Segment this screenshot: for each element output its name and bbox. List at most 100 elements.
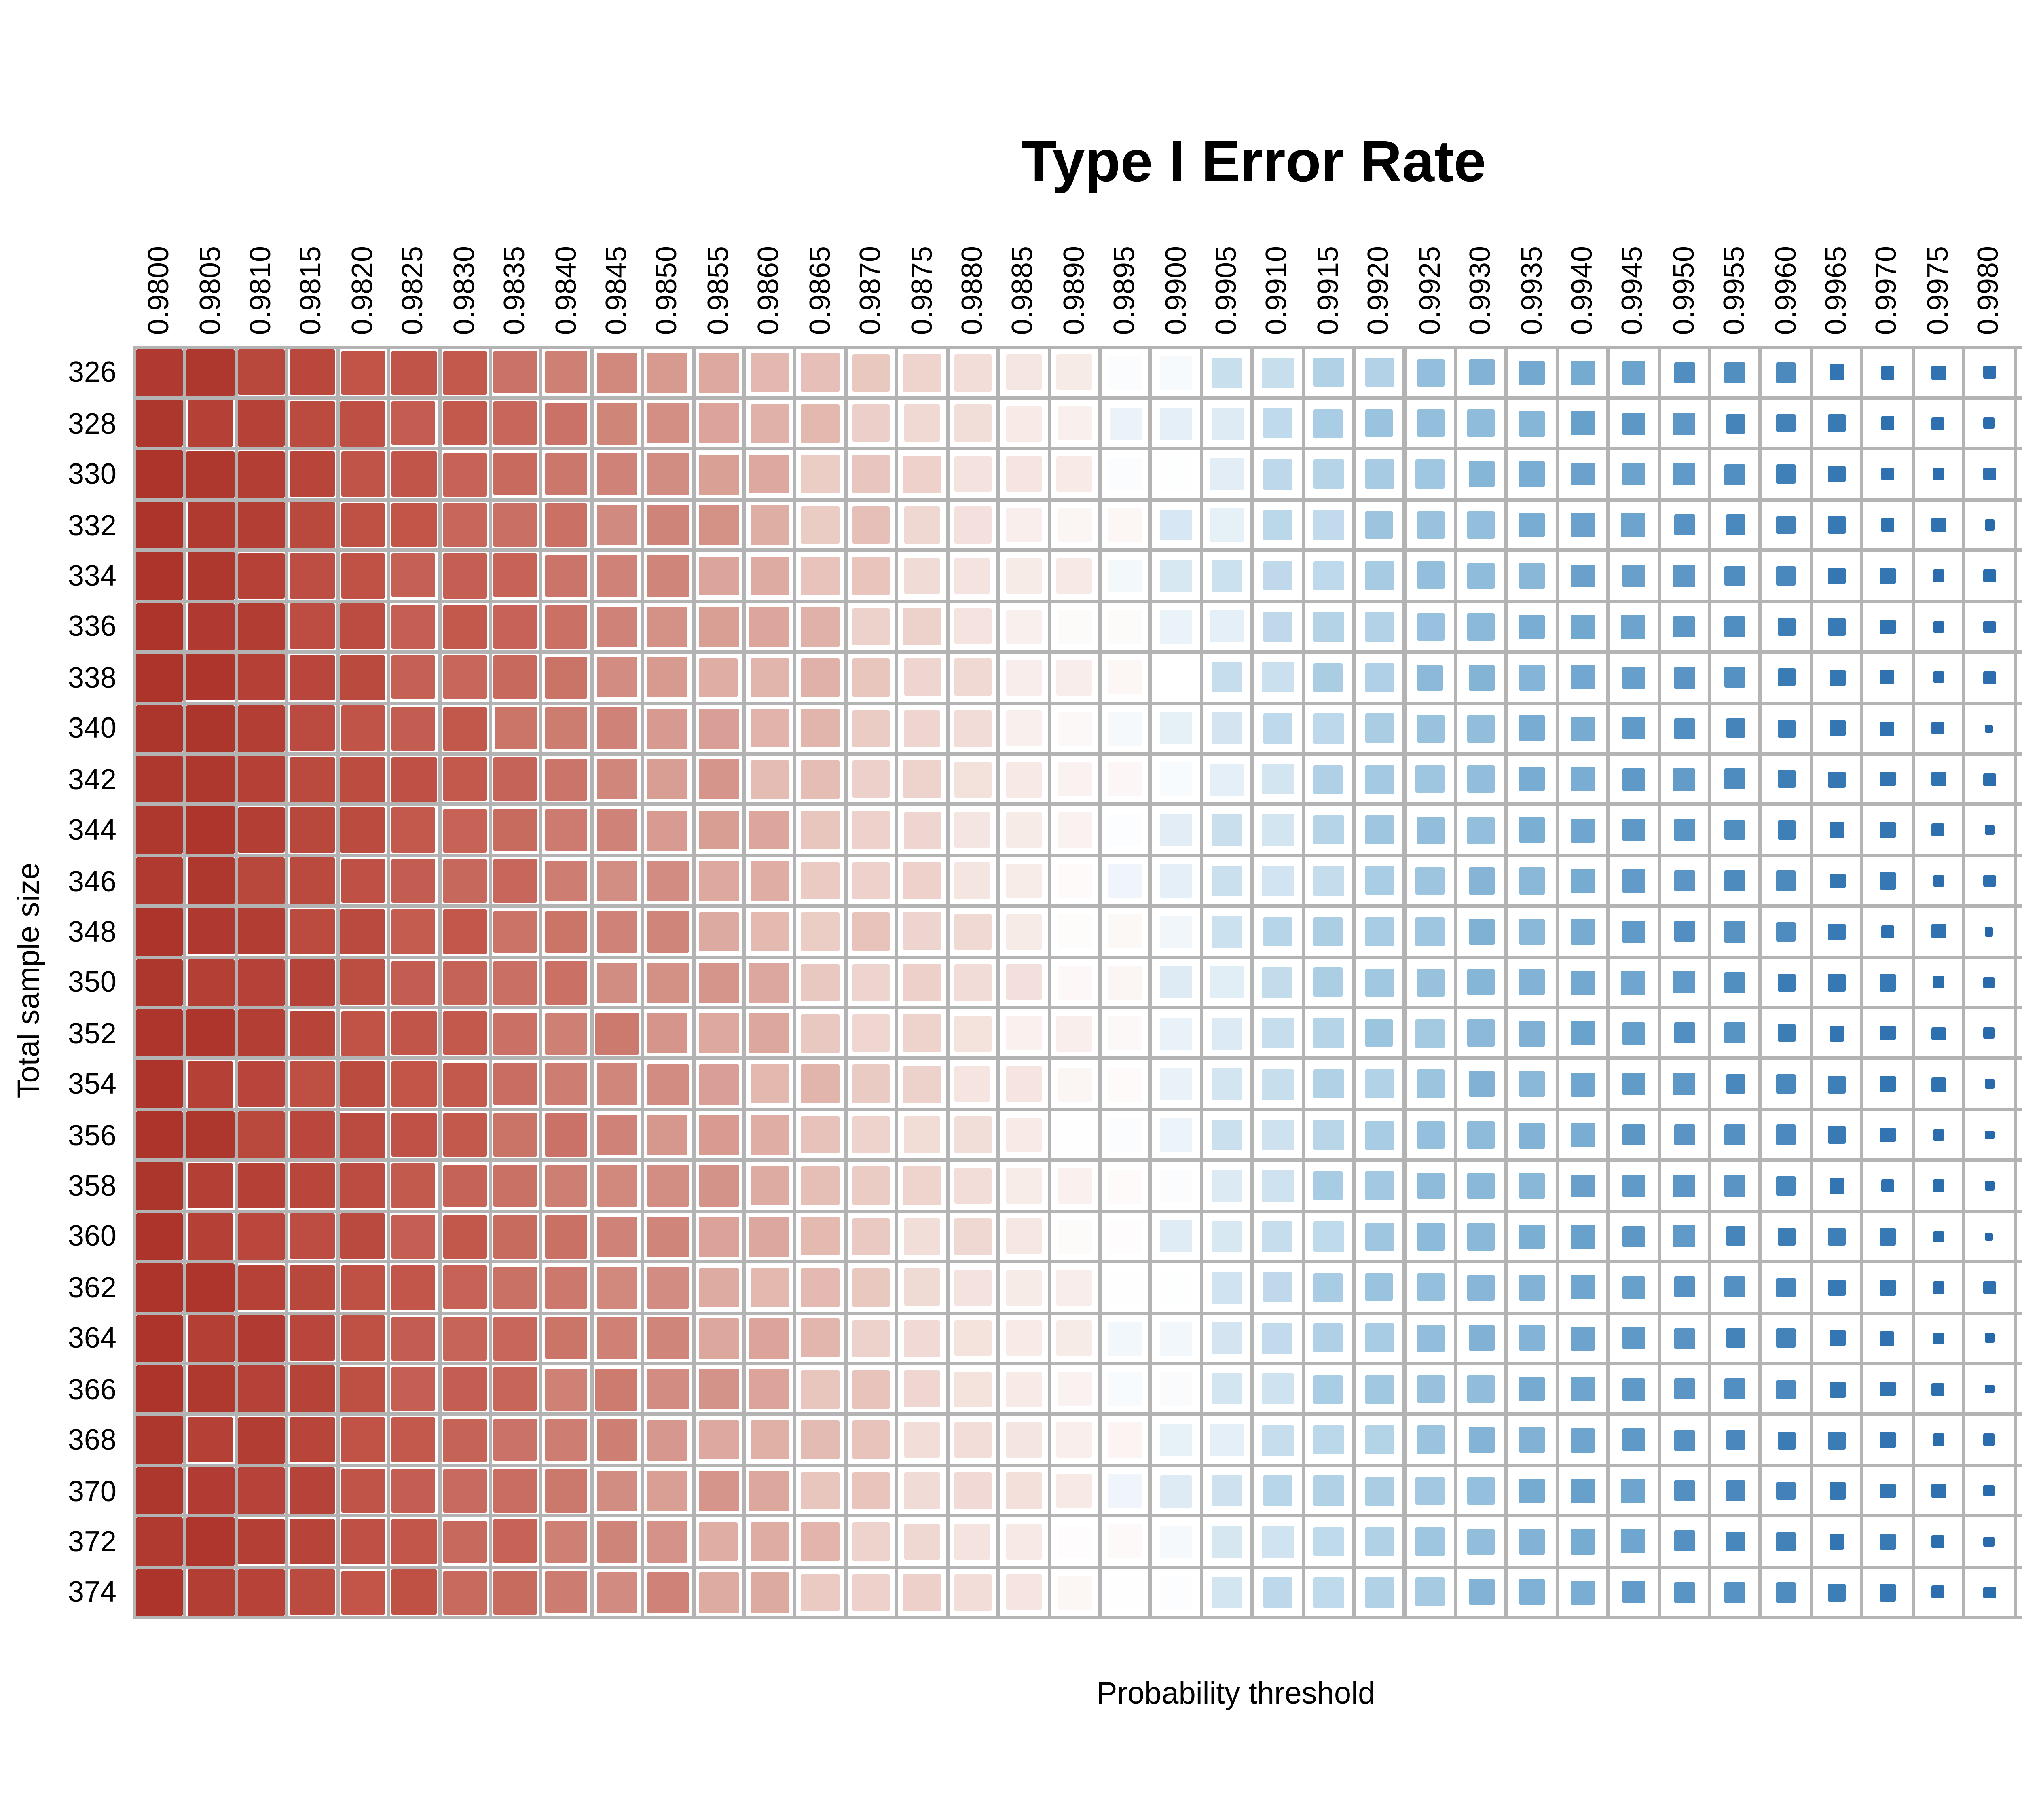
heatmap-cell [1965,959,2014,1007]
heatmap-cell [1559,1213,1607,1261]
heatmap-cell-square [1108,1169,1142,1203]
heatmap-cell-square [1211,814,1243,846]
heatmap-cell-square [698,810,739,850]
heatmap-cell-square [1726,1227,1745,1246]
heatmap-cell-square [1879,1228,1896,1245]
heatmap-cell-square [1365,1171,1394,1200]
heatmap-cell [339,501,387,549]
heatmap-cell-square [1057,1473,1092,1509]
heatmap-cell [1356,1416,1403,1464]
heatmap-cell-square [186,806,235,854]
heatmap-cell-square [801,963,840,1002]
heatmap-cell [593,959,641,1007]
heatmap-cell [1152,603,1200,651]
heatmap-cell-square [1108,1118,1142,1152]
heatmap-cell-square [1160,814,1193,847]
heatmap-cell-square [1467,1477,1495,1505]
heatmap-cell-square [1571,1479,1595,1503]
heatmap-cell [949,1365,997,1413]
heatmap-cell [288,959,336,1007]
heatmap-cell [1864,1416,1912,1464]
heatmap-cell [1965,1162,2014,1210]
heatmap-cell [1254,552,1302,600]
heatmap-cell [339,1263,387,1312]
heatmap-cell-square [801,404,840,443]
heatmap-cell-square [1725,769,1745,789]
heatmap-cell [898,1111,946,1159]
heatmap-cell [1051,857,1098,905]
heatmap-cell [136,552,184,600]
heatmap-cell-square [1313,1425,1344,1455]
heatmap-cell [1864,1518,1912,1566]
heatmap-cell [186,1111,235,1159]
heatmap-cell [491,400,539,447]
heatmap-cell [796,1314,844,1362]
heatmap-cell-square [596,707,638,749]
heatmap-cell [1711,1213,1759,1261]
heatmap-cell [136,1365,184,1413]
heatmap-cell [1051,400,1098,447]
heatmap-cell [593,1060,641,1108]
heatmap-cell [1965,1365,2014,1413]
heatmap-cell [237,1213,285,1261]
heatmap-cell [1000,1518,1048,1566]
heatmap-cell-square [1057,1372,1092,1407]
heatmap-cell [1254,1162,1302,1210]
heatmap-cell-square [1006,1575,1042,1610]
heatmap-cell [1508,1263,1556,1312]
heatmap-cell [1660,1518,1708,1566]
heatmap-cell-square [545,1215,588,1258]
heatmap-cell-square [136,908,184,956]
heatmap-cell-square [903,963,941,1001]
heatmap-cell [1051,450,1098,498]
heatmap-cell [949,1213,997,1261]
heatmap-cell [1762,1314,1810,1362]
heatmap-cell-square [391,1469,436,1513]
heatmap-cell-square [699,1268,739,1308]
heatmap-cell [1254,450,1302,498]
heatmap-cell-square [1160,712,1193,745]
heatmap-cell-square [238,552,285,599]
heatmap-cell [1101,959,1149,1007]
heatmap-cell [1508,349,1556,396]
heatmap-cell-square [1006,1219,1042,1255]
heatmap-cell [1203,654,1251,702]
heatmap-cell-square [1880,1127,1895,1143]
heatmap-cell [1864,349,1912,396]
heatmap-cell-square [1932,1332,1945,1344]
heatmap-cell [1813,705,1861,752]
heatmap-cell [542,552,590,600]
y-tick-label: 330 [68,458,116,491]
heatmap-cell-square [341,1011,385,1056]
heatmap-cell-square [1159,1322,1193,1355]
heatmap-cell [644,400,692,447]
heatmap-cell-square [494,1469,537,1513]
heatmap-cell-square [1931,365,1946,380]
heatmap-cell-square [1263,1577,1293,1608]
heatmap-cell [847,450,895,498]
heatmap-cell [1965,654,2014,702]
heatmap-cell [1508,1568,1556,1617]
heatmap-cell [1203,1314,1251,1362]
heatmap-cell [1254,1467,1302,1515]
heatmap-cell-square [289,1010,335,1056]
heatmap-cell [695,654,743,702]
heatmap-cell [1101,654,1149,702]
heatmap-cell [1407,705,1454,752]
heatmap-cell-square [1314,408,1343,438]
heatmap-cell [288,1314,336,1362]
heatmap-cell-square [954,964,991,1001]
heatmap-cell-square [186,705,235,752]
heatmap-cell-square [238,603,285,650]
heatmap-cell [746,1467,793,1515]
heatmap-cell [1356,450,1403,498]
y-tick-label: 368 [68,1424,116,1456]
heatmap-cell-square [1829,1482,1845,1499]
heatmap-cell-square [1571,462,1595,486]
heatmap-cell [949,1060,997,1108]
heatmap-cell-square [1983,417,1995,430]
heatmap-cell [695,1009,743,1057]
heatmap-cell [1711,1314,1759,1362]
heatmap-cell-square [1313,1221,1344,1252]
heatmap-cell [1203,349,1251,396]
